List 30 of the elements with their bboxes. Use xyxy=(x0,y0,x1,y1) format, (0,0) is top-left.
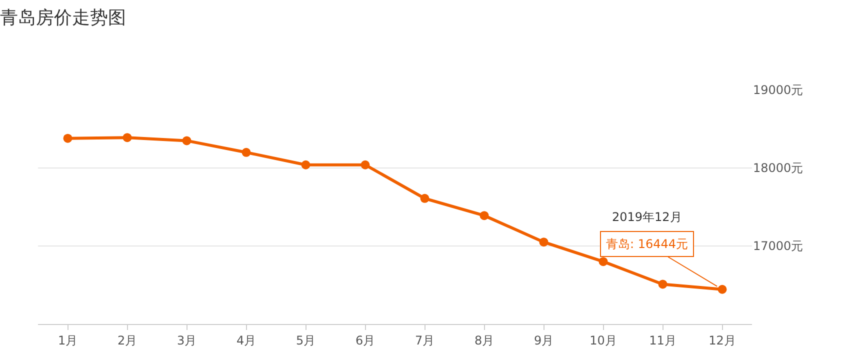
y-tick-label: 19000元 xyxy=(753,83,804,98)
x-tick-label: 10月 xyxy=(590,333,617,348)
x-tick-label: 4月 xyxy=(236,333,256,348)
x-tick-label: 12月 xyxy=(708,333,736,348)
x-tick-label: 1月 xyxy=(58,333,78,348)
x-tick-label: 3月 xyxy=(176,333,197,348)
point xyxy=(63,134,72,143)
point xyxy=(598,257,608,266)
point xyxy=(182,136,192,146)
x-tick-label: 7月 xyxy=(414,333,435,348)
y-tick-label: 18000元 xyxy=(753,161,804,176)
point xyxy=(718,284,727,294)
x-tick-label: 2月 xyxy=(117,333,138,348)
point xyxy=(301,160,310,170)
annotation: 2019年12月 xyxy=(612,210,682,224)
point xyxy=(539,238,548,247)
x-tick-label: 5月 xyxy=(296,333,316,348)
point xyxy=(122,133,132,142)
point xyxy=(658,280,668,289)
x-tick-label: 8月 xyxy=(474,333,494,348)
x-tick-label: 6月 xyxy=(355,333,376,348)
point xyxy=(360,160,370,170)
point xyxy=(420,194,430,203)
annotation: 青岛: 16444元 xyxy=(606,237,688,251)
chart-title: 青岛房价走势图 xyxy=(0,7,126,28)
x-tick-label: 11月 xyxy=(649,333,676,348)
point xyxy=(480,211,489,220)
x-tick-label: 9月 xyxy=(534,333,554,348)
y-tick-label: 17000元 xyxy=(753,239,804,254)
point xyxy=(242,148,251,157)
